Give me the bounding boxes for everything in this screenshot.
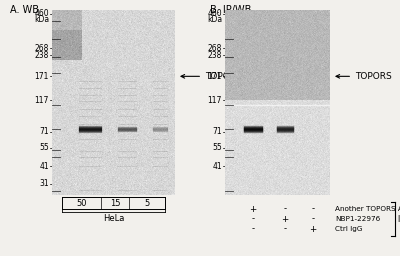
Text: -: - — [284, 225, 286, 233]
Text: NBP1-22976: NBP1-22976 — [335, 216, 380, 222]
Text: +: + — [281, 215, 289, 223]
Text: 171: 171 — [208, 72, 222, 81]
Text: 238: 238 — [35, 51, 49, 60]
Text: 117: 117 — [35, 96, 49, 105]
Text: -: - — [312, 215, 314, 223]
Text: A. WB: A. WB — [10, 5, 39, 15]
Text: 460: 460 — [207, 9, 222, 18]
Text: 117: 117 — [208, 96, 222, 105]
Text: 50: 50 — [76, 198, 87, 208]
Text: 71: 71 — [212, 127, 222, 136]
Text: kDa: kDa — [34, 15, 49, 24]
Text: 268: 268 — [35, 44, 49, 52]
Text: Ctrl IgG: Ctrl IgG — [335, 226, 362, 232]
Text: 41: 41 — [212, 162, 222, 171]
Text: 268: 268 — [208, 44, 222, 52]
Text: +: + — [249, 205, 257, 214]
Text: 5: 5 — [144, 198, 150, 208]
Text: 71: 71 — [39, 127, 49, 136]
Text: -: - — [252, 225, 254, 233]
Text: 41: 41 — [39, 162, 49, 171]
Text: -: - — [312, 205, 314, 214]
Text: +: + — [309, 225, 317, 233]
Text: kDa: kDa — [207, 15, 222, 24]
Text: 55: 55 — [39, 143, 49, 152]
Text: IP: IP — [397, 215, 400, 223]
Text: -: - — [284, 205, 286, 214]
Text: 460: 460 — [34, 9, 49, 18]
Text: TOPORS: TOPORS — [336, 72, 392, 81]
Text: 55: 55 — [212, 143, 222, 152]
Text: 171: 171 — [35, 72, 49, 81]
Text: TOPORS: TOPORS — [181, 72, 242, 81]
Text: 238: 238 — [208, 51, 222, 60]
Text: B. IP/WB: B. IP/WB — [210, 5, 251, 15]
Text: 31: 31 — [39, 179, 49, 188]
Text: Another TOPORS Ab: Another TOPORS Ab — [335, 206, 400, 212]
Text: -: - — [252, 215, 254, 223]
Text: HeLa: HeLa — [103, 214, 124, 223]
Text: 15: 15 — [110, 198, 120, 208]
